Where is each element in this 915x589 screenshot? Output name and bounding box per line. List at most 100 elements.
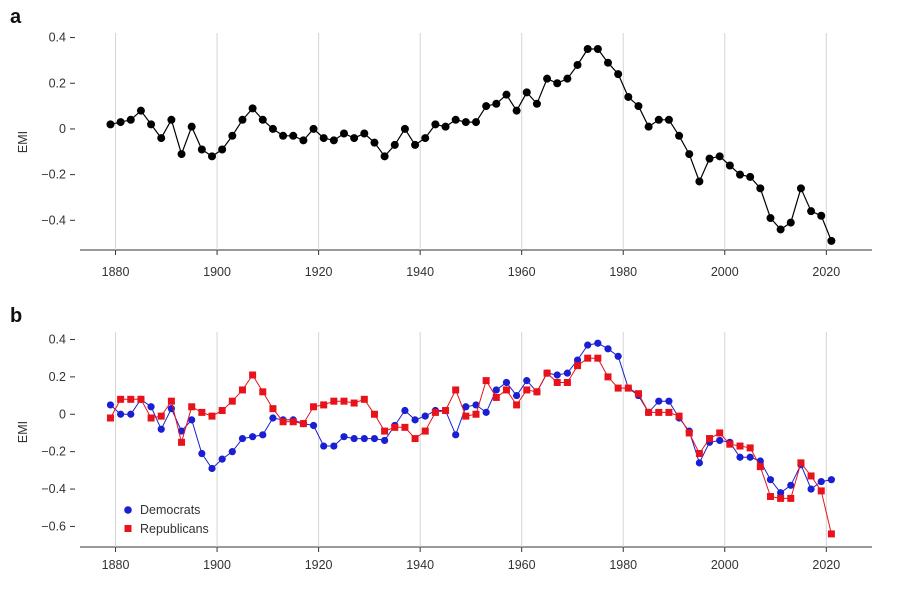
x-tick-label-1920: 1920	[305, 558, 333, 572]
republicans-point-1971	[574, 362, 582, 370]
series-0-point-1907	[248, 104, 257, 113]
republicans-point-1945	[442, 407, 450, 415]
y-tick-label-2: 0	[59, 122, 66, 136]
series-0-point-2005	[746, 172, 755, 181]
republicans-point-1889	[157, 412, 165, 420]
x-tick-label-1940: 1940	[406, 558, 434, 572]
republicans-point-1961	[523, 386, 531, 394]
series-0-point-1959	[512, 106, 521, 115]
republicans-point-1995	[695, 450, 703, 458]
democrats-point-1921	[320, 442, 328, 450]
democrats-point-1987	[655, 397, 663, 405]
republicans-point-2001	[726, 440, 734, 448]
democrats-point-1977	[604, 345, 612, 353]
panel-b-y-ticks: 0.4 0.2 0 −0.2 −0.4 −0.6	[41, 332, 75, 533]
democrats-point-1887	[147, 403, 155, 411]
republicans-point-1951	[472, 410, 480, 418]
republicans-point-1927	[350, 399, 358, 407]
series-0-point-2021	[827, 236, 836, 245]
republicans-point-1947	[452, 386, 460, 394]
legend-republicans-label: Republicans	[140, 522, 209, 536]
democrats-point-1897	[198, 449, 206, 458]
republicans-point-1957	[502, 386, 510, 394]
series-0-point-2019	[817, 211, 826, 220]
series-0-point-1979	[614, 70, 623, 79]
democrats-point-1907	[249, 433, 257, 441]
series-0-point-1895	[187, 122, 196, 131]
panel-b-legend: Democrats Republicans	[124, 503, 209, 536]
democrats-point-1961	[523, 377, 531, 385]
democrats-point-2019	[817, 477, 825, 486]
republicans-point-1991	[675, 412, 683, 420]
republicans-point-1905	[238, 386, 246, 394]
democrats-point-1929	[360, 434, 368, 443]
republicans-point-1893	[178, 438, 186, 446]
x-tick-label-1880: 1880	[102, 558, 130, 572]
x-tick-label-1980: 1980	[609, 265, 637, 279]
series-0-point-1985	[644, 122, 653, 131]
democrats-point-1889	[157, 425, 165, 433]
republicans-point-1939	[411, 435, 419, 443]
series-0-point-1975	[593, 44, 602, 53]
series-0-point-1935	[390, 140, 399, 149]
series-0-point-2017	[807, 207, 816, 216]
republicans-point-1901	[218, 407, 226, 415]
y-tick-label-5: −0.6	[41, 519, 66, 533]
democrats-point-1881	[117, 410, 125, 418]
republicans-point-2021	[827, 530, 835, 538]
republicans-point-1913	[279, 418, 287, 426]
democrats-point-1959	[513, 391, 521, 400]
republicans-line	[110, 357, 832, 535]
republicans-point-1973	[584, 354, 592, 362]
series-0-point-1927	[350, 134, 359, 143]
republicans-point-1919	[310, 403, 318, 411]
democrats-point-1923	[330, 442, 338, 450]
series-0-point-1953	[482, 102, 491, 111]
x-tick-label-1900: 1900	[203, 265, 231, 279]
x-tick-label-2020: 2020	[812, 558, 840, 572]
democrats-point-1905	[238, 434, 247, 443]
panel-a-x-ticks: 1880 1900 1920 1940 1960 1980 2000 2020	[102, 250, 840, 279]
series-0-point-1925	[340, 129, 348, 138]
democrats-point-1931	[370, 434, 379, 443]
series-0-point-1955	[492, 99, 501, 108]
republicans-point-2011	[777, 494, 785, 502]
series-0-point-1883	[126, 115, 135, 124]
democrats-point-1973	[584, 341, 592, 349]
democrats-point-1901	[218, 455, 226, 463]
series-0-point-2001	[725, 161, 734, 170]
series-0-point-1885	[136, 106, 145, 115]
y-tick-label-3: −0.2	[41, 445, 66, 459]
x-tick-label-1960: 1960	[508, 265, 536, 279]
series-0-point-1901	[218, 145, 227, 154]
republicans-point-1983	[634, 390, 642, 398]
series-0-point-1879	[106, 120, 115, 129]
republicans-point-1899	[208, 412, 216, 420]
y-tick-label-3: −0.2	[41, 168, 66, 182]
democrats-point-1989	[665, 397, 673, 405]
x-tick-label-1980: 1980	[609, 558, 637, 572]
democrats-point-1939	[411, 416, 419, 424]
republicans-point-1931	[370, 410, 378, 418]
series-0-point-1923	[329, 136, 338, 145]
republicans-point-2007	[756, 463, 764, 471]
democrats-point-1895	[188, 416, 196, 424]
democrats-point-1967	[553, 371, 561, 379]
democrats-point-2011	[777, 489, 785, 497]
democrats-point-1933	[381, 436, 389, 445]
series-0-point-1891	[167, 115, 176, 124]
republicans-point-1935	[391, 423, 399, 431]
republicans-point-1999	[716, 429, 724, 437]
democrats-point-1957	[502, 378, 511, 387]
democrats-point-1947	[452, 431, 460, 439]
republicans-point-1955	[492, 393, 500, 401]
y-tick-label-4: −0.4	[41, 213, 66, 227]
republicans-point-1917	[299, 420, 307, 428]
republicans-point-1977	[604, 373, 612, 381]
series-0-point-1957	[502, 90, 511, 99]
republicans-point-1923	[330, 397, 338, 405]
panel-b-gridlines	[115, 332, 827, 547]
series-0-point-1967	[553, 79, 562, 88]
panel-b: b EMI 0.4 0.2 0 −0.2 −0.4 −0.6 1880 1900 1920 19…	[10, 305, 872, 572]
